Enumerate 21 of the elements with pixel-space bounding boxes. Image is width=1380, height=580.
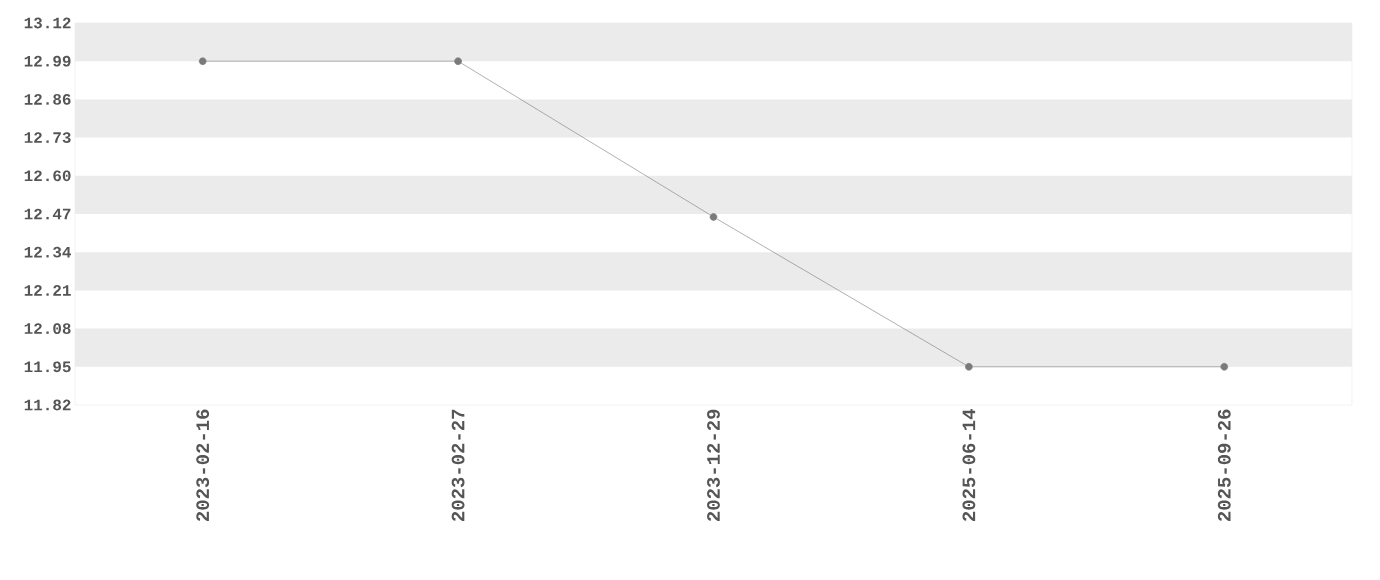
point bbox=[965, 363, 973, 371]
point bbox=[709, 213, 718, 221]
x-tick-label: 2023-12-29 bbox=[707, 409, 720, 521]
y-tick-label: 11.82 bbox=[24, 399, 71, 411]
point bbox=[198, 57, 207, 65]
y-tick-label: 12.86 bbox=[24, 93, 71, 105]
x-tick-label: 2025-06-14 bbox=[962, 409, 976, 521]
x-tick-label: 2025-09-26 bbox=[1217, 409, 1231, 521]
y-tick-label: 12.47 bbox=[24, 208, 71, 220]
x-tick-label: 2023-02-27 bbox=[451, 409, 465, 521]
point bbox=[454, 57, 462, 65]
y-tick-label: 12.60 bbox=[24, 170, 71, 182]
y-tick-label: 12.21 bbox=[24, 285, 71, 296]
y-tick-label: 13.12 bbox=[24, 17, 71, 29]
y-tick-label: 12.99 bbox=[24, 55, 71, 67]
y-tick-label: 12.73 bbox=[24, 132, 71, 144]
x-tick-label: 2023-02-16 bbox=[196, 409, 210, 521]
y-tick-label: 11.95 bbox=[24, 361, 71, 373]
y-tick-label: 12.08 bbox=[24, 323, 71, 335]
point bbox=[1220, 363, 1229, 371]
y-tick-label: 12.34 bbox=[24, 246, 71, 258]
